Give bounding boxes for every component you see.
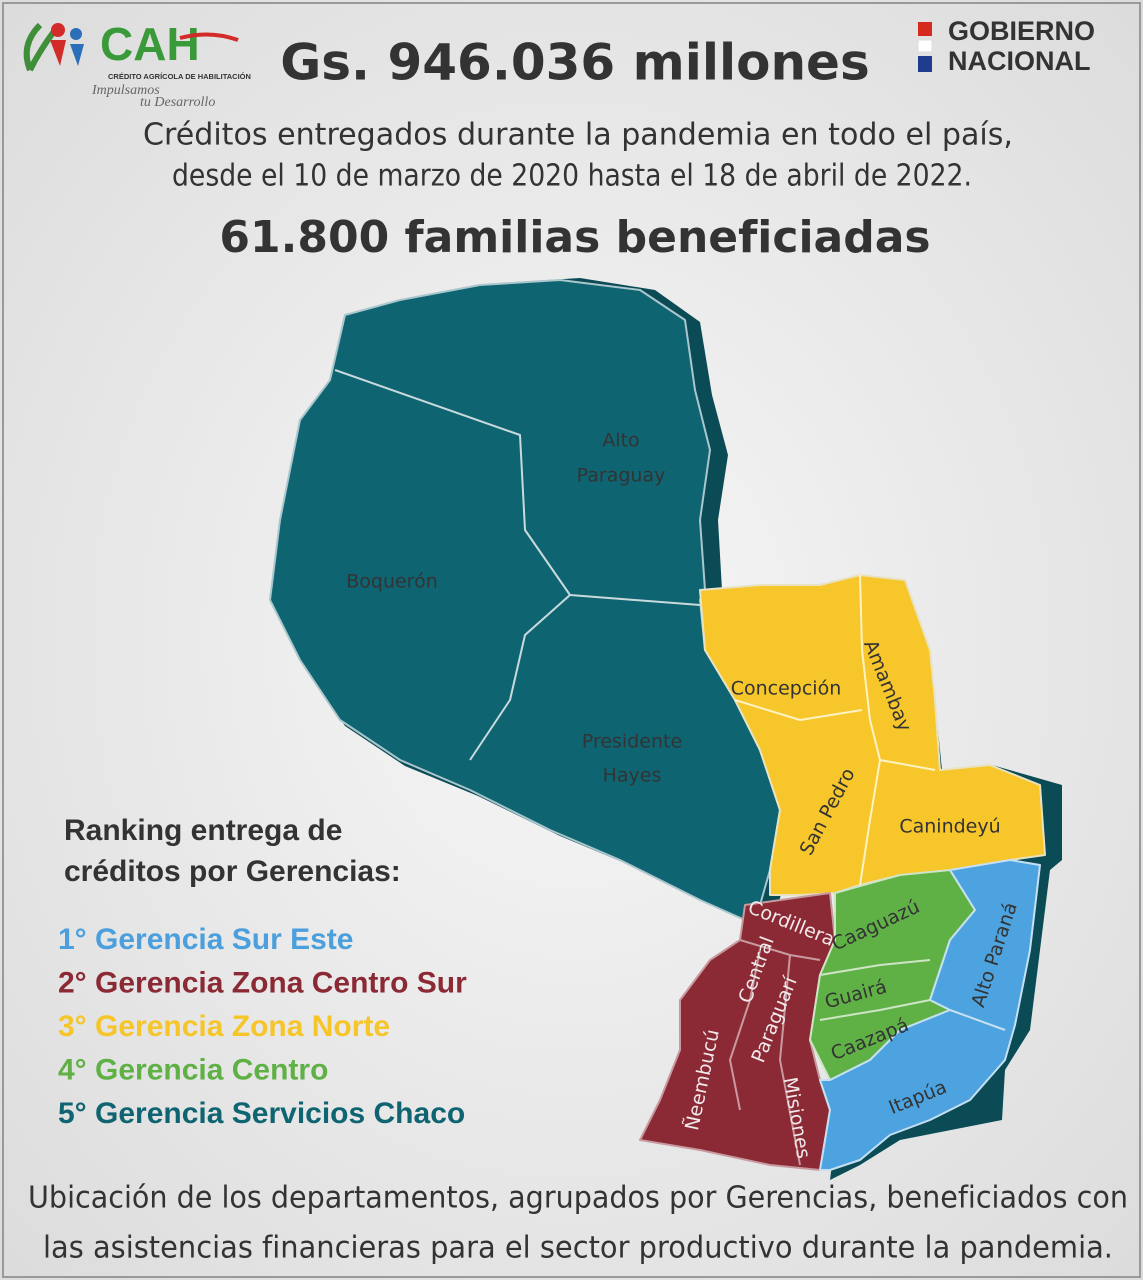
map: Alto Paraguay Boquerón Presidente Hayes … [269,278,1062,1180]
department-border [469,594,571,761]
government-name: GOBIERNO [948,16,1095,46]
department-border [334,369,701,606]
logo-figure [70,28,82,40]
footer-text: las asistencias financieras para el sect… [43,1231,1113,1266]
department-border [734,699,863,721]
subtitle: Créditos entregados durante la pandemia … [143,118,1013,153]
ranking-item: 2° Gerencia Zona Centro Sur [58,966,467,999]
flag-stripe [918,56,932,72]
department-border [729,939,821,1166]
logo-figure [50,40,66,66]
ranking-title: créditos por Gerencias: [64,855,401,888]
department-border [819,959,931,1021]
department-label: Canindeyú [899,816,1000,838]
amount-title: Gs. 946.036 millones [280,34,869,92]
logo: CAH CRÉDITO AGRÍCOLA DE HABILITACIÓN Imp… [23,18,251,110]
ranking-list: 1° Gerencia Sur Este 2° Gerencia Zona Cen… [58,923,467,1130]
region-south-east [819,859,1041,1171]
footer-text: Ubicación de los departamentos, agrupado… [28,1181,1128,1216]
logo-figure [70,44,84,66]
logo-name: CAH [100,18,200,70]
logo-subtitle: CRÉDITO AGRÍCOLA DE HABILITACIÓN [108,72,251,81]
department-label: Boquerón [346,571,438,593]
flag-stripe [917,39,933,53]
ranking-title: Ranking entrega de [64,814,342,847]
logo-slogan: tu Desarrollo [140,95,215,110]
department-label: Hayes [603,765,662,787]
department-label: Alto [602,430,639,452]
logo-slogan: Impulsamos [91,83,160,98]
department-label: Presidente [582,731,682,753]
ranking-item: 3° Gerencia Zona Norte [58,1010,390,1043]
department-border [879,759,936,771]
government-name: NACIONAL [948,46,1091,76]
department-label: Concepción [731,678,842,700]
logo-figure [51,23,65,37]
ranking-item: 1° Gerencia Sur Este [58,923,353,956]
families-title: 61.800 familias beneficiadas [219,212,930,263]
ranking-item: 5° Gerencia Servicios Chaco [58,1097,465,1130]
government-logo: GOBIERNO NACIONAL [917,16,1095,76]
department-border [949,1009,1006,1031]
flag-stripe [918,22,932,36]
logo-swoosh [179,32,239,42]
subtitle: desde el 10 de marzo de 2020 hasta el 18… [172,159,972,194]
ranking-item: 4° Gerencia Centro [58,1053,328,1086]
department-label: Paraguay [577,465,666,487]
department-border [859,574,881,886]
